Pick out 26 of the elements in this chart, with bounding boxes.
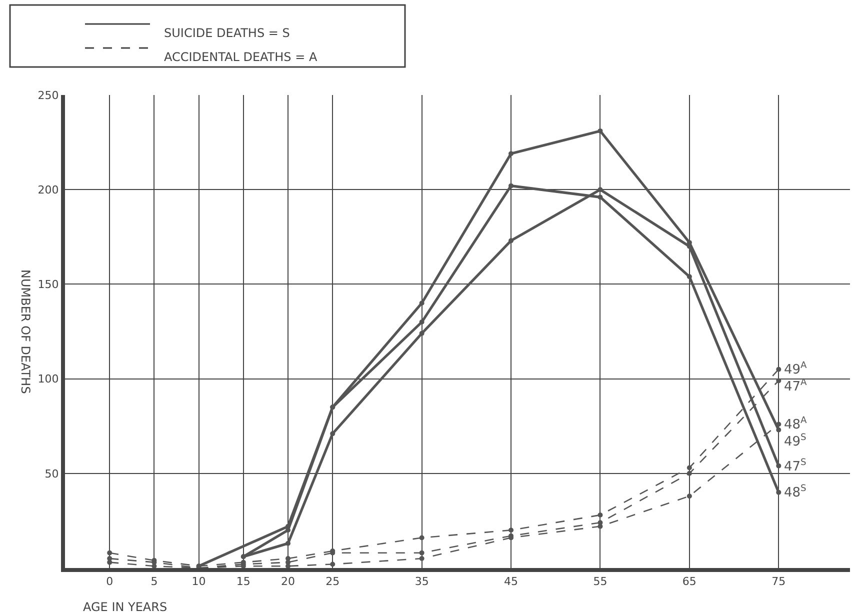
x-tick-label: 0 <box>106 575 114 588</box>
y-tick-label: 100 <box>38 372 59 386</box>
series-label: 49$^{S}$ <box>784 433 807 450</box>
x-tick-label: 10 <box>192 575 206 588</box>
series-label: 48$^{A}$ <box>784 416 808 432</box>
series-label: 47$^{S}$ <box>784 458 807 474</box>
x-tick-label: 35 <box>414 575 429 588</box>
x-tick-label: 5 <box>150 575 158 588</box>
series-label: 48$^{S}$ <box>784 484 807 500</box>
y-tick-label: 250 <box>38 88 59 102</box>
y-axis-title: NUMBER OF DEATHS <box>18 270 32 394</box>
series-label: 47$^{A}$ <box>784 378 808 394</box>
series-label: 49$^{A}$ <box>784 361 808 378</box>
x-tick-label: 15 <box>236 575 250 588</box>
x-tick-label: 55 <box>593 575 608 588</box>
text: SUICIDE DEATHS = S <box>164 26 290 40</box>
y-tick-label: 150 <box>38 278 59 292</box>
x-tick-label: 75 <box>772 575 786 588</box>
x-tick-label: 20 <box>281 575 296 588</box>
y-tick-label: 200 <box>38 183 59 196</box>
x-tick-label: 45 <box>504 575 518 588</box>
text: ACCIDENTAL DEATHS = A <box>164 50 318 64</box>
y-tick-label: 50 <box>44 467 59 480</box>
x-tick-label: 65 <box>682 575 696 588</box>
x-tick-label: 25 <box>326 575 340 588</box>
x-axis-title: AGE IN YEARS <box>83 600 168 614</box>
